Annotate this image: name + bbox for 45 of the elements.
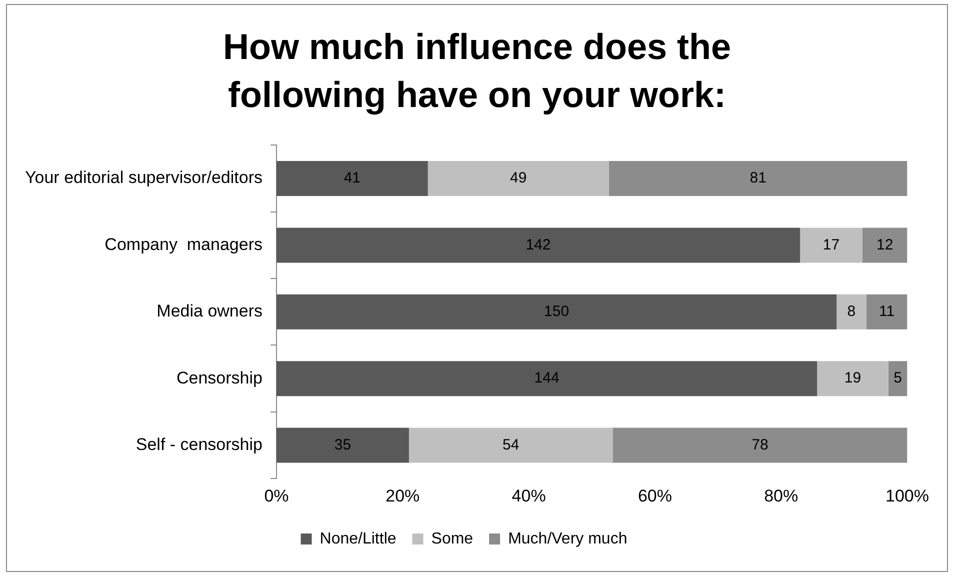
annotation: 54 xyxy=(502,436,520,454)
bar xyxy=(276,294,837,330)
bar xyxy=(612,428,908,463)
annotation: 49 xyxy=(510,170,527,187)
x-tick-label: 40% xyxy=(512,486,546,506)
x-tick-label: 60% xyxy=(638,486,672,506)
bar xyxy=(862,228,908,263)
annotation: 81 xyxy=(750,170,766,187)
annotation: 150 xyxy=(544,303,570,320)
annotation: 35 xyxy=(334,436,352,454)
annotation: 17 xyxy=(822,236,840,254)
x-tick-label: 20% xyxy=(386,486,420,506)
x-tick-label: 80% xyxy=(764,486,798,506)
bar xyxy=(888,361,908,396)
x-tick-label: 0% xyxy=(264,486,289,506)
bar xyxy=(276,361,818,396)
bar xyxy=(408,428,613,463)
bar xyxy=(428,161,609,196)
annotation: 12 xyxy=(876,236,894,254)
annotation: 19 xyxy=(844,370,862,387)
y-tick-label: Censorship xyxy=(176,368,262,388)
bar xyxy=(817,361,888,396)
annotation: 11 xyxy=(878,303,895,320)
y-tick-label: Your editorial supervisor/editors xyxy=(24,168,262,188)
bar xyxy=(800,228,862,263)
annotation: 142 xyxy=(526,236,551,254)
annotation: 5 xyxy=(894,370,902,387)
bar xyxy=(608,161,908,196)
bar xyxy=(276,428,409,463)
bar xyxy=(276,228,800,263)
y-tick-label: Media owners xyxy=(156,302,262,321)
y-tick-label: Self - censorship xyxy=(136,434,262,454)
annotation: 8 xyxy=(847,303,856,320)
x-tick-label: 100% xyxy=(886,486,929,506)
annotation: 78 xyxy=(752,436,768,454)
bar xyxy=(276,161,428,196)
chart-title: How much influence does the following have on your work: xyxy=(222,25,732,117)
bar xyxy=(836,294,866,330)
y-tick-label: Company managers xyxy=(104,234,262,254)
annotation: 144 xyxy=(534,370,560,387)
legend-label: Much/Very much xyxy=(508,530,628,548)
annotation: 41 xyxy=(344,170,361,187)
legend-label: Some xyxy=(431,530,474,548)
bar xyxy=(866,294,908,330)
legend-label: None/Little xyxy=(320,530,396,548)
